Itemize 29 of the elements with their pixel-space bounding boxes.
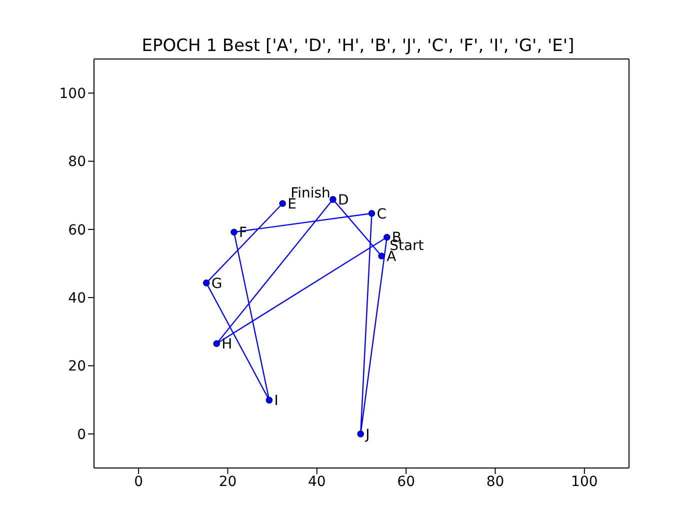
- point: [266, 396, 273, 404]
- y-tick-label: 20: [68, 358, 86, 375]
- y-tick-label: 40: [68, 290, 86, 307]
- x-tick-label: 0: [134, 474, 144, 490]
- x-tick-label: 40: [308, 474, 326, 490]
- point: [230, 228, 238, 236]
- point: [384, 234, 390, 241]
- chart-title: EPOCH 1 Best ['A', 'D', 'H', 'B', 'J', 'C', 'F', 'I', 'G', 'E']: [140, 36, 576, 56]
- annotation: J: [364, 426, 370, 443]
- point: [378, 252, 385, 260]
- point: [330, 196, 336, 203]
- point: [202, 280, 210, 286]
- x-tick-label: 60: [397, 474, 415, 490]
- x-tick-label: 100: [571, 474, 598, 490]
- point: [368, 210, 376, 217]
- point: [213, 340, 220, 347]
- x-tick-label: 20: [218, 474, 237, 490]
- annotation: C: [376, 206, 387, 222]
- y-tick-label: 60: [68, 222, 86, 238]
- y-tick-label: 80: [68, 154, 86, 170]
- annotation: I: [274, 393, 278, 410]
- annotation: D: [338, 192, 349, 208]
- y-tick-label: 0: [77, 426, 86, 443]
- point: [357, 430, 364, 438]
- annotation: H: [222, 336, 232, 352]
- annotation: G: [211, 276, 222, 292]
- point: [279, 200, 286, 207]
- y-tick-label: 100: [59, 86, 86, 102]
- x-tick-label: 80: [486, 474, 504, 490]
